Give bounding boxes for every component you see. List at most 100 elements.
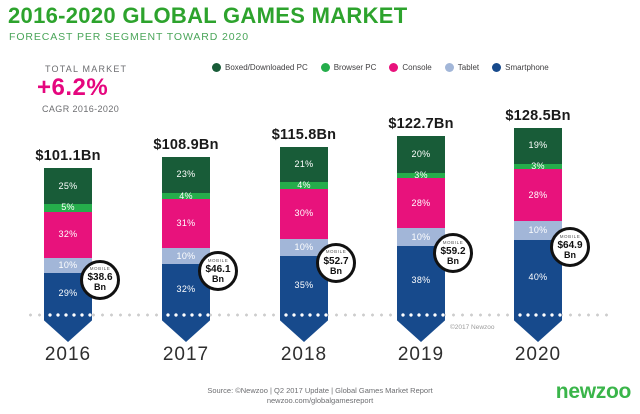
segment-tablet: 10% (397, 228, 445, 247)
legend-item-1: Browser PC (320, 63, 377, 72)
total-market-cagr-range: CAGR 2016-2020 (42, 104, 120, 114)
segment-percent-label: 32% (58, 229, 78, 240)
legend-item-4: Smartphone (492, 63, 549, 72)
year-label-2018: 2018 (280, 344, 328, 365)
total-market-label: TOTAL MARKET (45, 64, 128, 74)
source-line-1: Source: ©Newzoo | Q2 2017 Update | Globa… (207, 386, 433, 395)
mobile-badge-2019: MOBILE $59.2 Bn (433, 233, 473, 274)
segment-console: 28% (397, 177, 445, 229)
segment-percent-label: 30% (294, 208, 314, 219)
legend-item-3: Tablet (444, 63, 480, 72)
mobile-badge-value: $64.9 (557, 239, 583, 251)
segment-boxed-downloaded-pc: 23% (162, 156, 210, 193)
bar-total-label-2019: $122.7Bn (388, 116, 454, 133)
segment-console: 31% (162, 199, 210, 249)
mobile-badge-unit: Bn (564, 249, 576, 260)
segment-percent-label: 10% (411, 231, 431, 242)
bar-total-label-2018: $115.8Bn (271, 126, 337, 143)
baseline-white-dots (162, 312, 210, 318)
segment-browser-pc: 3% (514, 160, 562, 171)
segment-percent-label: 21% (294, 158, 314, 169)
segment-percent-label: 20% (411, 149, 431, 159)
mobile-badge-caption: MOBILE (207, 257, 229, 263)
year-label-2019: 2019 (397, 344, 445, 365)
segment-percent-label: 10% (294, 242, 314, 253)
newzoo-logo: newzoo (555, 380, 632, 403)
segment-percent-label: 31% (176, 218, 196, 229)
total-market-cagr-value: +6.2% (37, 74, 109, 101)
bar-arrow-tip (514, 315, 562, 342)
segment-percent-label: 38% (411, 275, 431, 286)
segment-percent-label: 23% (176, 169, 196, 180)
segment-percent-label: 40% (528, 272, 548, 283)
segment-console: 32% (44, 211, 92, 259)
segment-percent-label: 3% (531, 160, 545, 171)
legend-item-2: Console (389, 63, 432, 72)
mobile-badge-unit: Bn (330, 265, 342, 276)
mobile-badge-value: $38.6 (87, 272, 113, 284)
year-label-2020: 2020 (514, 344, 562, 365)
segment-browser-pc: 4% (162, 190, 210, 201)
segment-percent-label: 5% (61, 202, 75, 213)
legend-color-dot (389, 63, 399, 72)
mobile-badge-value: $46.1 (205, 263, 231, 275)
bar-2018: 21% 4% 30% 10% 35% (280, 146, 328, 315)
legend-color-dot (212, 63, 221, 72)
mobile-badge-value: $59.2 (440, 246, 466, 258)
copyright-watermark: ©2017 Newzoo (450, 324, 495, 331)
legend-item-label: Boxed/Downloaded PC (225, 63, 308, 72)
legend-color-dot (492, 63, 502, 72)
bar-arrow-tip (44, 315, 92, 342)
segment-boxed-downloaded-pc: 19% (514, 128, 562, 164)
mobile-badge-2017: MOBILE $46.1 Bn (198, 251, 238, 292)
mobile-badge-caption: MOBILE (89, 266, 111, 272)
segment-browser-pc: 4% (280, 180, 328, 189)
year-label-2016: 2016 (44, 344, 92, 365)
segment-percent-label: 35% (294, 279, 314, 290)
segment-browser-pc: 5% (44, 202, 92, 213)
page-title: 2016-2020 GLOBAL GAMES MARKET (8, 3, 408, 28)
bar-total-label-2016: $101.1Bn (35, 147, 101, 164)
segment-percent-label: 29% (58, 288, 78, 299)
mobile-badge-2016: MOBILE $38.6 Bn (80, 259, 120, 300)
legend-item-label: Console (402, 63, 432, 72)
bar-2020: 19% 3% 28% 10% 40% (514, 128, 562, 315)
legend-color-dot (320, 63, 330, 72)
legend-item-label: Smartphone (505, 63, 549, 72)
segment-boxed-downloaded-pc: 20% (397, 136, 445, 173)
segment-percent-label: 32% (176, 284, 196, 295)
segment-tablet: 10% (514, 221, 562, 241)
segment-percent-label: 4% (179, 190, 193, 201)
segment-browser-pc: 3% (397, 170, 445, 179)
bar-total-label-2020: $128.5Bn (505, 108, 571, 125)
segment-tablet: 10% (162, 248, 210, 265)
bar-arrow-tip (397, 315, 445, 342)
segment-tablet: 10% (280, 239, 328, 256)
mobile-badge-unit: Bn (212, 273, 224, 284)
bar-arrow-tip (280, 315, 328, 342)
year-label-2017: 2017 (162, 344, 210, 365)
baseline-white-dots (280, 312, 328, 318)
bar-2017: 23% 4% 31% 10% 32% (162, 156, 210, 315)
segment-console: 28% (514, 169, 562, 222)
mobile-badge-unit: Bn (447, 256, 459, 267)
mobile-badge-caption: MOBILE (442, 239, 464, 245)
segment-percent-label: 19% (528, 140, 548, 151)
segment-boxed-downloaded-pc: 21% (280, 146, 328, 182)
legend-item-0: Boxed/Downloaded PC (212, 63, 308, 72)
mobile-badge-2018: MOBILE $52.7 Bn (316, 243, 356, 284)
segment-percent-label: 10% (528, 225, 548, 236)
segment-percent-label: 10% (58, 259, 78, 270)
segment-percent-label: 28% (411, 197, 431, 208)
mobile-badge-caption: MOBILE (325, 249, 347, 255)
segment-percent-label: 28% (528, 189, 548, 200)
page-subtitle: FORECAST PER SEGMENT TOWARD 2020 (9, 31, 250, 43)
legend-item-label: Tablet (457, 63, 480, 72)
bar-2019: 20% 3% 28% 10% 38% (397, 136, 445, 315)
mobile-badge-2020: MOBILE $64.9 Bn (550, 227, 590, 268)
mobile-badge-unit: Bn (94, 282, 106, 293)
mobile-badge-caption: MOBILE (559, 233, 581, 239)
legend-item-label: Browser PC (333, 63, 377, 72)
baseline-white-dots (44, 312, 92, 318)
